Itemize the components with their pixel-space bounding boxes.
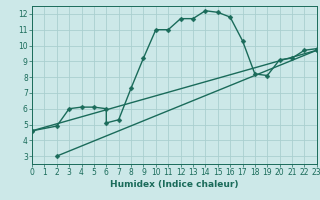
X-axis label: Humidex (Indice chaleur): Humidex (Indice chaleur) (110, 180, 239, 189)
